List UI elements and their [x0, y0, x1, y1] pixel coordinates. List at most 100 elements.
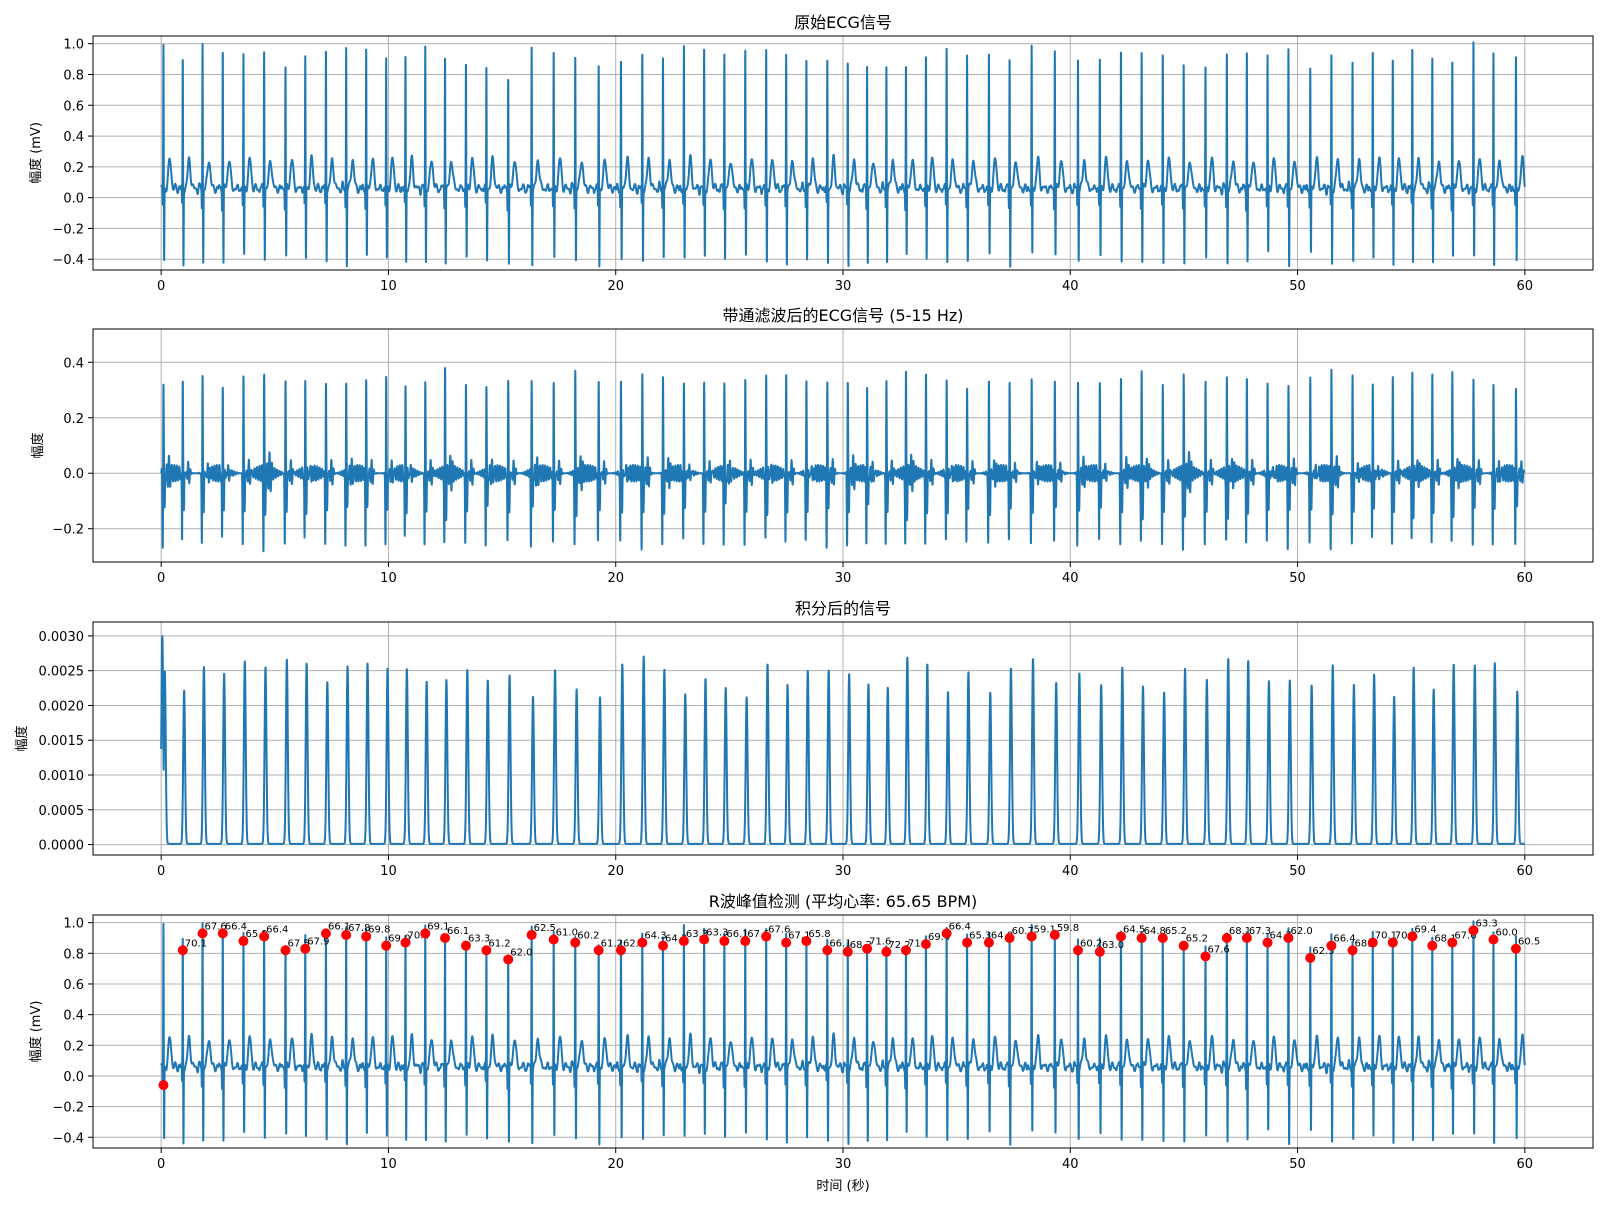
x-tick-label: 30 [835, 864, 852, 879]
r-peak-marker [593, 945, 604, 956]
r-peak-marker [1326, 940, 1337, 951]
x-tick-label: 50 [1289, 571, 1306, 586]
chart-title: 原始ECG信号 [794, 13, 892, 32]
heart-rate-label: 60.5 [1518, 937, 1540, 948]
heart-rate-label: 65.2 [1186, 934, 1208, 945]
r-peak-marker [1200, 951, 1211, 962]
heart-rate-label: 59.1 [1034, 924, 1056, 935]
heart-rate-label: 60.2 [577, 931, 599, 942]
y-tick-label: 1.0 [63, 917, 84, 932]
x-tick-label: 20 [607, 1157, 624, 1172]
heart-rate-label: 64.5 [1123, 924, 1145, 935]
heart-rate-label: 60.0 [1495, 928, 1517, 939]
y-tick-label: 0.0005 [39, 804, 85, 819]
y-tick-label: 0.0020 [39, 699, 85, 714]
r-peak-marker [615, 945, 626, 956]
heart-rate-label: 71.0 [908, 938, 930, 949]
heart-rate-label: 62.5 [534, 923, 556, 934]
r-peak-marker [420, 928, 431, 939]
x-tick-label: 10 [380, 571, 397, 586]
r-peak-marker [526, 929, 537, 940]
heart-rate-label: 60.7 [1012, 926, 1034, 937]
r-peak-marker [381, 940, 392, 951]
heart-rate-label: 70.1 [1375, 931, 1397, 942]
heart-rate-label: 66.4 [949, 921, 971, 932]
heart-rate-label: 68.1 [1434, 934, 1456, 945]
r-peak-marker [460, 940, 471, 951]
r-peak-marker [719, 936, 730, 947]
x-tick-label: 10 [380, 1157, 397, 1172]
r-peak-marker [900, 945, 911, 956]
r-peak-marker [1241, 932, 1252, 943]
heart-rate-label: 68.2 [850, 940, 872, 951]
peak-markers: 70.167.666.465.966.467.567.966.167.869.8… [158, 918, 1540, 1091]
r-peak-marker [503, 954, 514, 965]
r-peak-marker [1094, 946, 1105, 957]
r-peak-marker [341, 929, 352, 940]
y-tick-label: 0.6 [63, 99, 84, 114]
heart-rate-label: 66.4 [266, 924, 288, 935]
r-peak-marker [920, 939, 931, 950]
heart-rate-label: 65.2 [1165, 926, 1187, 937]
heart-rate-label: 66.1 [726, 929, 748, 940]
x-tick-label: 30 [835, 279, 852, 294]
r-peak-marker [962, 937, 973, 948]
heart-rate-label: 70.1 [185, 938, 207, 949]
r-peak-marker [1347, 945, 1358, 956]
y-tick-label: −0.4 [52, 253, 84, 268]
heart-rate-label: 64.7 [1270, 931, 1292, 942]
x-tick-label: 10 [380, 864, 397, 879]
y-axis-label: 幅度 (mV) [28, 122, 44, 184]
y-tick-label: 0.8 [63, 68, 84, 83]
x-tick-label: 40 [1062, 279, 1079, 294]
heart-rate-label: 65.3 [969, 931, 991, 942]
signal-line [160, 367, 1526, 553]
chart-title: 积分后的信号 [795, 599, 891, 618]
heart-rate-label: 69.4 [1414, 924, 1436, 935]
x-tick-label: 0 [157, 864, 165, 879]
heart-rate-label: 67.6 [1454, 931, 1476, 942]
y-tick-label: 0.0 [63, 192, 84, 207]
r-peak-marker [862, 943, 873, 954]
r-peak-marker [1468, 925, 1479, 936]
x-tick-label: 0 [157, 571, 165, 586]
r-peak-marker [1283, 932, 1294, 943]
x-tick-label: 20 [607, 279, 624, 294]
heart-rate-label: 64.8 [991, 931, 1013, 942]
x-tick-label: 60 [1517, 1157, 1534, 1172]
r-peak-marker [1073, 945, 1083, 956]
heart-rate-label: 68.0 [1355, 938, 1377, 949]
r-peak-marker [842, 946, 853, 957]
heart-rate-label: 67.6 [768, 924, 790, 935]
x-tick-label: 30 [835, 571, 852, 586]
heart-rate-label: 69.1 [427, 921, 449, 932]
r-peak-marker [1427, 940, 1438, 951]
heart-rate-label: 72.2 [888, 940, 910, 951]
grid-lines [93, 329, 1593, 562]
r-peak-marker [1387, 937, 1398, 948]
heart-rate-label: 62.0 [1290, 926, 1312, 937]
r-peak-marker [1004, 932, 1015, 943]
signal-line [160, 635, 1526, 845]
y-tick-label: 0.4 [63, 130, 84, 145]
signal-line [160, 920, 1526, 1146]
heart-rate-label: 63.3 [1475, 918, 1497, 929]
r-peak-marker [699, 934, 710, 945]
heart-rate-label: 67.6 [1208, 944, 1230, 955]
heart-rate-label: 61.2 [488, 938, 510, 949]
r-peak-marker [1367, 937, 1378, 948]
x-tick-label: 60 [1517, 864, 1534, 879]
r-peak-marker [1178, 940, 1189, 951]
r-peak-marker [1262, 937, 1273, 948]
r-peak-marker [761, 931, 772, 942]
r-peak-marker [1488, 934, 1499, 945]
r-peak-marker [1305, 952, 1316, 963]
heart-rate-label: 65.8 [808, 929, 830, 940]
heart-rate-label: 61.0 [556, 928, 578, 939]
r-peak-marker [259, 931, 270, 942]
x-tick-label: 50 [1289, 1157, 1306, 1172]
y-tick-label: 0.4 [63, 1009, 84, 1024]
x-tick-label: 40 [1062, 571, 1079, 586]
r-peak-marker [1221, 932, 1232, 943]
